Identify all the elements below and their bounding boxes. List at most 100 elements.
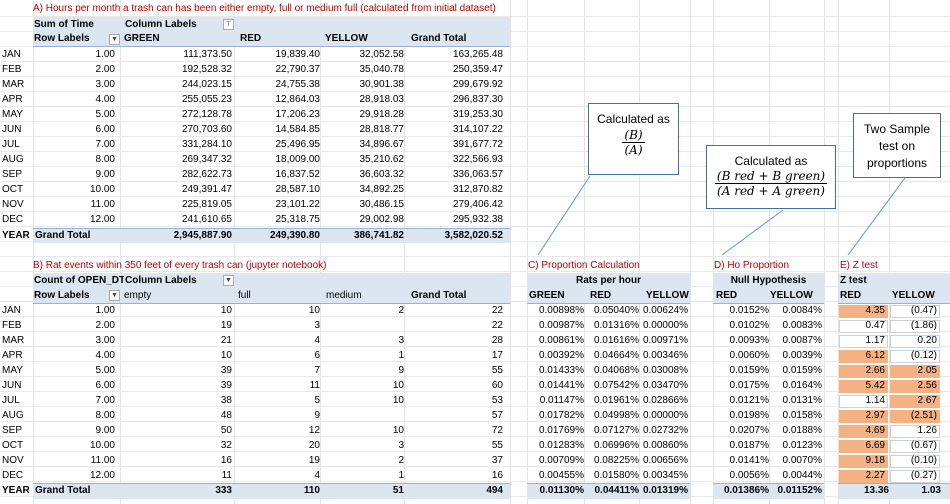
gridline xyxy=(0,256,950,257)
gridline xyxy=(404,0,405,504)
gridline xyxy=(0,376,950,377)
table-c-cell: 0.04998% xyxy=(593,410,639,421)
row-month-label: NOV xyxy=(2,199,24,210)
table-c-cell: 0.07542% xyxy=(593,380,639,391)
pivot-a-cell: 312,870.82 xyxy=(452,184,503,195)
pivot-b-row-label: 7.00 xyxy=(95,395,115,406)
pivot-b-cell: 5 xyxy=(314,395,320,406)
pivot-a-row-label: 6.00 xyxy=(95,124,115,135)
divider xyxy=(838,483,950,484)
cell-box xyxy=(890,470,940,483)
pivot-b-cell: 1 xyxy=(398,350,404,361)
pivot-a-value-field[interactable]: Sum of Time xyxy=(34,19,94,30)
pivot-a-cell: 225,819.05 xyxy=(181,199,232,210)
z-score-cell: 4.69 xyxy=(865,425,885,436)
z-score-cell: 9.18 xyxy=(865,455,885,466)
gridline xyxy=(0,121,950,122)
table-c-cell: 0.00346% xyxy=(642,350,688,361)
pivot-b-cell: 55 xyxy=(491,365,503,376)
pivot-b-cell: 3 xyxy=(314,320,320,331)
formula-numerator: (B red + B green) xyxy=(714,169,828,184)
z-score-cell: 2.27 xyxy=(865,470,885,481)
callout-proportion-formula[interactable]: Calculated as (B) (A) xyxy=(588,103,679,175)
divider xyxy=(838,303,950,304)
pivot-b-cell: 72 xyxy=(491,425,503,436)
pivot-a-row-label: 1.00 xyxy=(95,49,115,60)
table-d-total-band xyxy=(713,483,824,499)
pivot-a-total-cell: 2,945,887.90 xyxy=(173,230,232,241)
callout-z-test-note[interactable]: Two Sample test on proportions xyxy=(853,113,941,178)
z-score-cell: 6.12 xyxy=(865,350,885,361)
pivot-a-row-label: 10.00 xyxy=(89,184,115,195)
row-month-label: MAR xyxy=(2,79,25,90)
row-month-label: JAN xyxy=(2,305,21,316)
pivot-b-row-label: 6.00 xyxy=(95,380,115,391)
table-c-total-cell: 0.01130% xyxy=(539,485,585,496)
gridline xyxy=(690,0,691,504)
table-d-cell: 0.0159% xyxy=(729,365,769,376)
section-b-title: B) Rat events within 350 feet of every t… xyxy=(33,260,327,271)
pivot-b-cell: 10 xyxy=(220,350,232,361)
row-label-year: YEAR xyxy=(2,230,30,241)
pivot-a-cell: 314,107.22 xyxy=(452,124,503,135)
gridline xyxy=(0,316,950,317)
z-score-cell: 2.66 xyxy=(865,365,885,376)
table-c-cell: 0.02866% xyxy=(642,395,688,406)
pivot-a-cell: 29,002.98 xyxy=(359,214,405,225)
table-d-cell: 0.0131% xyxy=(782,395,822,406)
table-d-cell: 0.0070% xyxy=(782,455,822,466)
gridline xyxy=(527,0,528,504)
table-c-total-band xyxy=(527,483,690,499)
pivot-b-cell: 9 xyxy=(314,410,320,421)
row-labels-dropdown-icon[interactable]: ▼ xyxy=(109,34,120,45)
pivot-b-cell: 3 xyxy=(398,440,404,451)
pivot-b-cell: 10 xyxy=(220,305,232,316)
pivot-a-row-label: 7.00 xyxy=(95,139,115,150)
callout-null-hypothesis-formula[interactable]: Calculated as (B red + B green) (A red +… xyxy=(706,145,836,209)
row-labels-dropdown-icon[interactable]: ▼ xyxy=(109,290,120,301)
pivot-a-cell: 272,128.78 xyxy=(181,109,232,120)
pivot-b-value-field[interactable]: Count of OPEN_DT xyxy=(34,275,124,286)
formula-fraction: (B red + B green) (A red + A green) xyxy=(714,169,828,198)
pivot-a-cell: 336,063.57 xyxy=(452,169,503,180)
column-labels-dropdown-icon[interactable]: ▼ xyxy=(223,275,234,286)
pivot-b-total-band xyxy=(33,483,510,499)
table-d-cell: 0.0093% xyxy=(729,335,769,346)
pivot-b-cell: 19 xyxy=(220,320,232,331)
row-month-label: AUG xyxy=(2,154,24,165)
table-d-cell: 0.0084% xyxy=(782,305,822,316)
z-score-cell: 1.17 xyxy=(865,335,885,346)
table-c-cell: 0.00860% xyxy=(642,440,688,451)
gridline xyxy=(0,421,950,422)
pivot-b-cell: 6 xyxy=(314,350,320,361)
pivot-a-column-labels: Column Labels xyxy=(125,19,197,30)
gridline xyxy=(889,0,890,504)
z-score-cell: (0.10) xyxy=(910,455,937,466)
pivot-b-column-labels: Column Labels xyxy=(125,275,197,286)
pivot-b-row-label: 8.00 xyxy=(95,410,115,421)
significant-cell-highlight xyxy=(839,365,888,378)
significant-cell-highlight xyxy=(839,410,888,423)
pivot-a-col-header: GREEN xyxy=(124,33,160,44)
gridline xyxy=(33,0,34,504)
gridline xyxy=(0,361,950,362)
gridline xyxy=(320,0,321,504)
table-d-cell: 0.0159% xyxy=(782,365,822,376)
pivot-a-cell: 322,566.93 xyxy=(452,154,503,165)
pivot-b-row-label: 10.00 xyxy=(89,440,115,451)
pivot-b-cell: 16 xyxy=(220,455,232,466)
pivot-b-cell: 10 xyxy=(308,305,320,316)
filter-icon[interactable]: ⊤ xyxy=(223,19,234,30)
row-month-label: AUG xyxy=(2,410,24,421)
pivot-a-cell: 17,206.23 xyxy=(275,109,321,120)
pivot-b-cell: 16 xyxy=(491,470,503,481)
table-d-cell: 0.0083% xyxy=(782,320,822,331)
z-score-cell: 2.56 xyxy=(917,380,937,391)
significant-cell-highlight xyxy=(839,455,888,468)
pivot-a-cell: 25,496.95 xyxy=(275,139,321,150)
pivot-a-cell: 25,318.75 xyxy=(275,214,321,225)
pivot-b-row-label: 12.00 xyxy=(89,470,115,481)
cell-box xyxy=(890,350,940,363)
table-c-cell: 0.01441% xyxy=(538,380,584,391)
gridline xyxy=(769,0,770,504)
